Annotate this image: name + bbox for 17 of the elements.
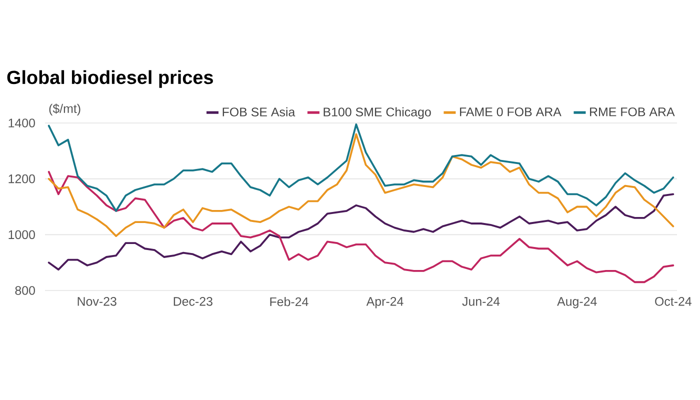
legend-label: RME FOB ARA [590, 107, 675, 116]
x-tick-label: Aug-24 [557, 297, 597, 308]
x-tick-label: Dec-23 [174, 297, 212, 306]
x-tick-label: Jun-24 [462, 297, 500, 306]
y-tick-label: 800 [15, 286, 35, 295]
chart-title: Global biodiesel prices [7, 70, 213, 88]
x-tick-label: Feb-24 [270, 297, 308, 306]
x-tick-label: Oct-24 [655, 297, 692, 306]
x-tick-label: Nov-23 [78, 297, 116, 306]
y-tick-label: 1200 [8, 174, 35, 184]
y-axis-title: ($/mt) [49, 104, 80, 116]
x-tick-label: Apr-24 [366, 297, 404, 308]
legend-label: FAME 0 FOB ARA [460, 107, 562, 116]
y-tick-label: 1000 [8, 230, 35, 240]
legend-label: B100 SME Chicago [324, 107, 431, 119]
y-tick-label: 1400 [8, 118, 35, 128]
legend-label: FOB SE Asia [222, 107, 296, 116]
